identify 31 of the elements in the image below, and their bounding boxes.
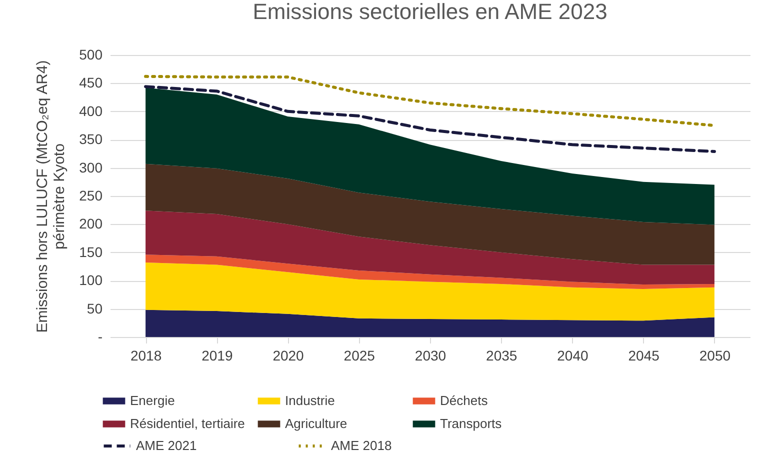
y-tick-label: 200 xyxy=(79,216,103,232)
y-tick-label: 500 xyxy=(79,46,103,62)
legend-label: Agriculture xyxy=(285,416,348,431)
x-tick-label: 2050 xyxy=(699,348,731,364)
line-series xyxy=(144,85,716,153)
y-tick-label: - xyxy=(98,328,103,344)
y-tick-label: 300 xyxy=(79,159,103,176)
legend-label: Energie xyxy=(130,393,175,408)
legend-label: Transports xyxy=(440,416,502,431)
x-tick-label: 2025 xyxy=(344,348,376,364)
y-tick-label: 350 xyxy=(79,131,103,148)
y-tick-label: 450 xyxy=(79,74,103,91)
y-tick-label: 400 xyxy=(79,102,103,119)
y-tick-label: 250 xyxy=(79,188,103,204)
legend-label: Déchets xyxy=(440,393,488,408)
legend-label: AME 2021 xyxy=(136,438,197,453)
x-tick-label: 2018 xyxy=(130,348,162,364)
chart-title: Emissions sectorielles en AME 2023 xyxy=(252,0,608,24)
x-tick-label: 2035 xyxy=(486,348,518,364)
x-tick-label: 2040 xyxy=(557,348,589,364)
x-tick-label: 2030 xyxy=(414,348,446,364)
y-tick-label: 150 xyxy=(79,244,103,260)
x-tick-label: 2020 xyxy=(272,348,304,364)
x-tick-label: 2019 xyxy=(202,348,233,364)
legend-label: Industrie xyxy=(285,393,335,408)
y-tick-label: 50 xyxy=(86,300,103,316)
y-tick-label: 100 xyxy=(79,272,103,288)
legend-label: Résidentiel, tertiaire xyxy=(130,416,245,431)
y-axis-title: Emissions hors LULUCF (MtCO₂eq AR4) périmètre Kyoto xyxy=(34,60,68,333)
legend-label: AME 2018 xyxy=(331,438,392,453)
x-tick-label: 2045 xyxy=(628,348,660,364)
